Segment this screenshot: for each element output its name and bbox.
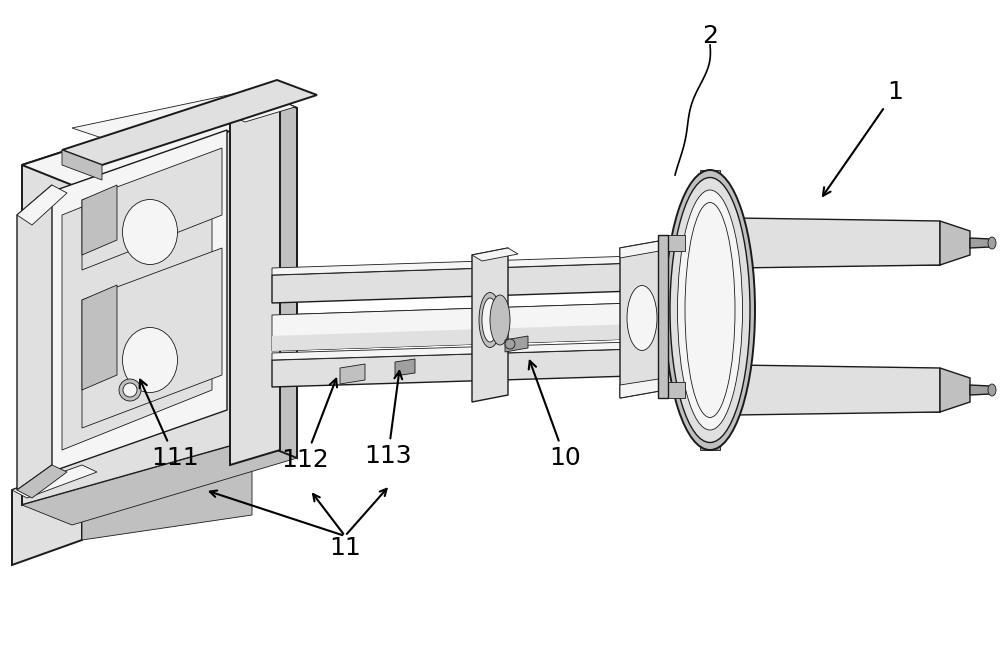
Polygon shape <box>970 385 990 395</box>
Ellipse shape <box>988 384 996 396</box>
Ellipse shape <box>123 383 137 397</box>
Polygon shape <box>230 100 295 122</box>
Polygon shape <box>17 185 52 490</box>
Polygon shape <box>620 240 665 398</box>
Polygon shape <box>700 170 720 450</box>
Polygon shape <box>940 368 970 412</box>
Text: 112: 112 <box>281 379 337 472</box>
Ellipse shape <box>122 199 178 264</box>
Polygon shape <box>940 221 970 265</box>
Ellipse shape <box>490 295 510 345</box>
Polygon shape <box>620 240 665 258</box>
Ellipse shape <box>665 170 755 450</box>
Polygon shape <box>272 348 665 387</box>
Ellipse shape <box>685 203 735 417</box>
Polygon shape <box>82 248 222 428</box>
Text: 111: 111 <box>140 380 199 470</box>
Ellipse shape <box>670 177 750 443</box>
Text: 113: 113 <box>364 371 412 468</box>
Text: 2: 2 <box>702 24 718 48</box>
Polygon shape <box>230 100 280 465</box>
Polygon shape <box>665 235 685 251</box>
Polygon shape <box>620 378 665 398</box>
Polygon shape <box>665 382 685 398</box>
Polygon shape <box>272 302 665 351</box>
Polygon shape <box>340 364 365 384</box>
Ellipse shape <box>988 237 996 249</box>
Polygon shape <box>272 262 665 303</box>
Ellipse shape <box>122 328 178 392</box>
Ellipse shape <box>479 292 501 347</box>
Polygon shape <box>472 248 518 261</box>
Polygon shape <box>735 365 940 415</box>
Ellipse shape <box>119 379 141 401</box>
Text: 1: 1 <box>823 80 903 196</box>
Polygon shape <box>82 440 252 540</box>
Polygon shape <box>42 130 227 475</box>
Text: 10: 10 <box>529 361 581 470</box>
Ellipse shape <box>505 339 515 349</box>
Polygon shape <box>82 185 117 255</box>
Polygon shape <box>735 218 940 268</box>
Polygon shape <box>12 465 82 565</box>
Polygon shape <box>62 150 102 180</box>
Polygon shape <box>272 255 665 275</box>
Text: 11: 11 <box>329 536 361 560</box>
Polygon shape <box>252 90 297 458</box>
Polygon shape <box>505 336 528 352</box>
Polygon shape <box>82 285 117 390</box>
Polygon shape <box>272 341 665 360</box>
Polygon shape <box>17 185 67 225</box>
Polygon shape <box>395 359 415 376</box>
Ellipse shape <box>627 286 657 351</box>
Polygon shape <box>12 465 97 498</box>
Ellipse shape <box>482 298 498 342</box>
Polygon shape <box>22 90 252 505</box>
Polygon shape <box>272 323 665 351</box>
Polygon shape <box>658 235 668 398</box>
Polygon shape <box>472 248 508 402</box>
Polygon shape <box>17 465 67 498</box>
Polygon shape <box>72 90 282 138</box>
Polygon shape <box>970 238 990 248</box>
Polygon shape <box>82 148 222 270</box>
Polygon shape <box>22 440 297 525</box>
Ellipse shape <box>678 190 742 430</box>
Polygon shape <box>62 155 212 450</box>
Polygon shape <box>22 90 297 185</box>
Polygon shape <box>62 80 317 165</box>
